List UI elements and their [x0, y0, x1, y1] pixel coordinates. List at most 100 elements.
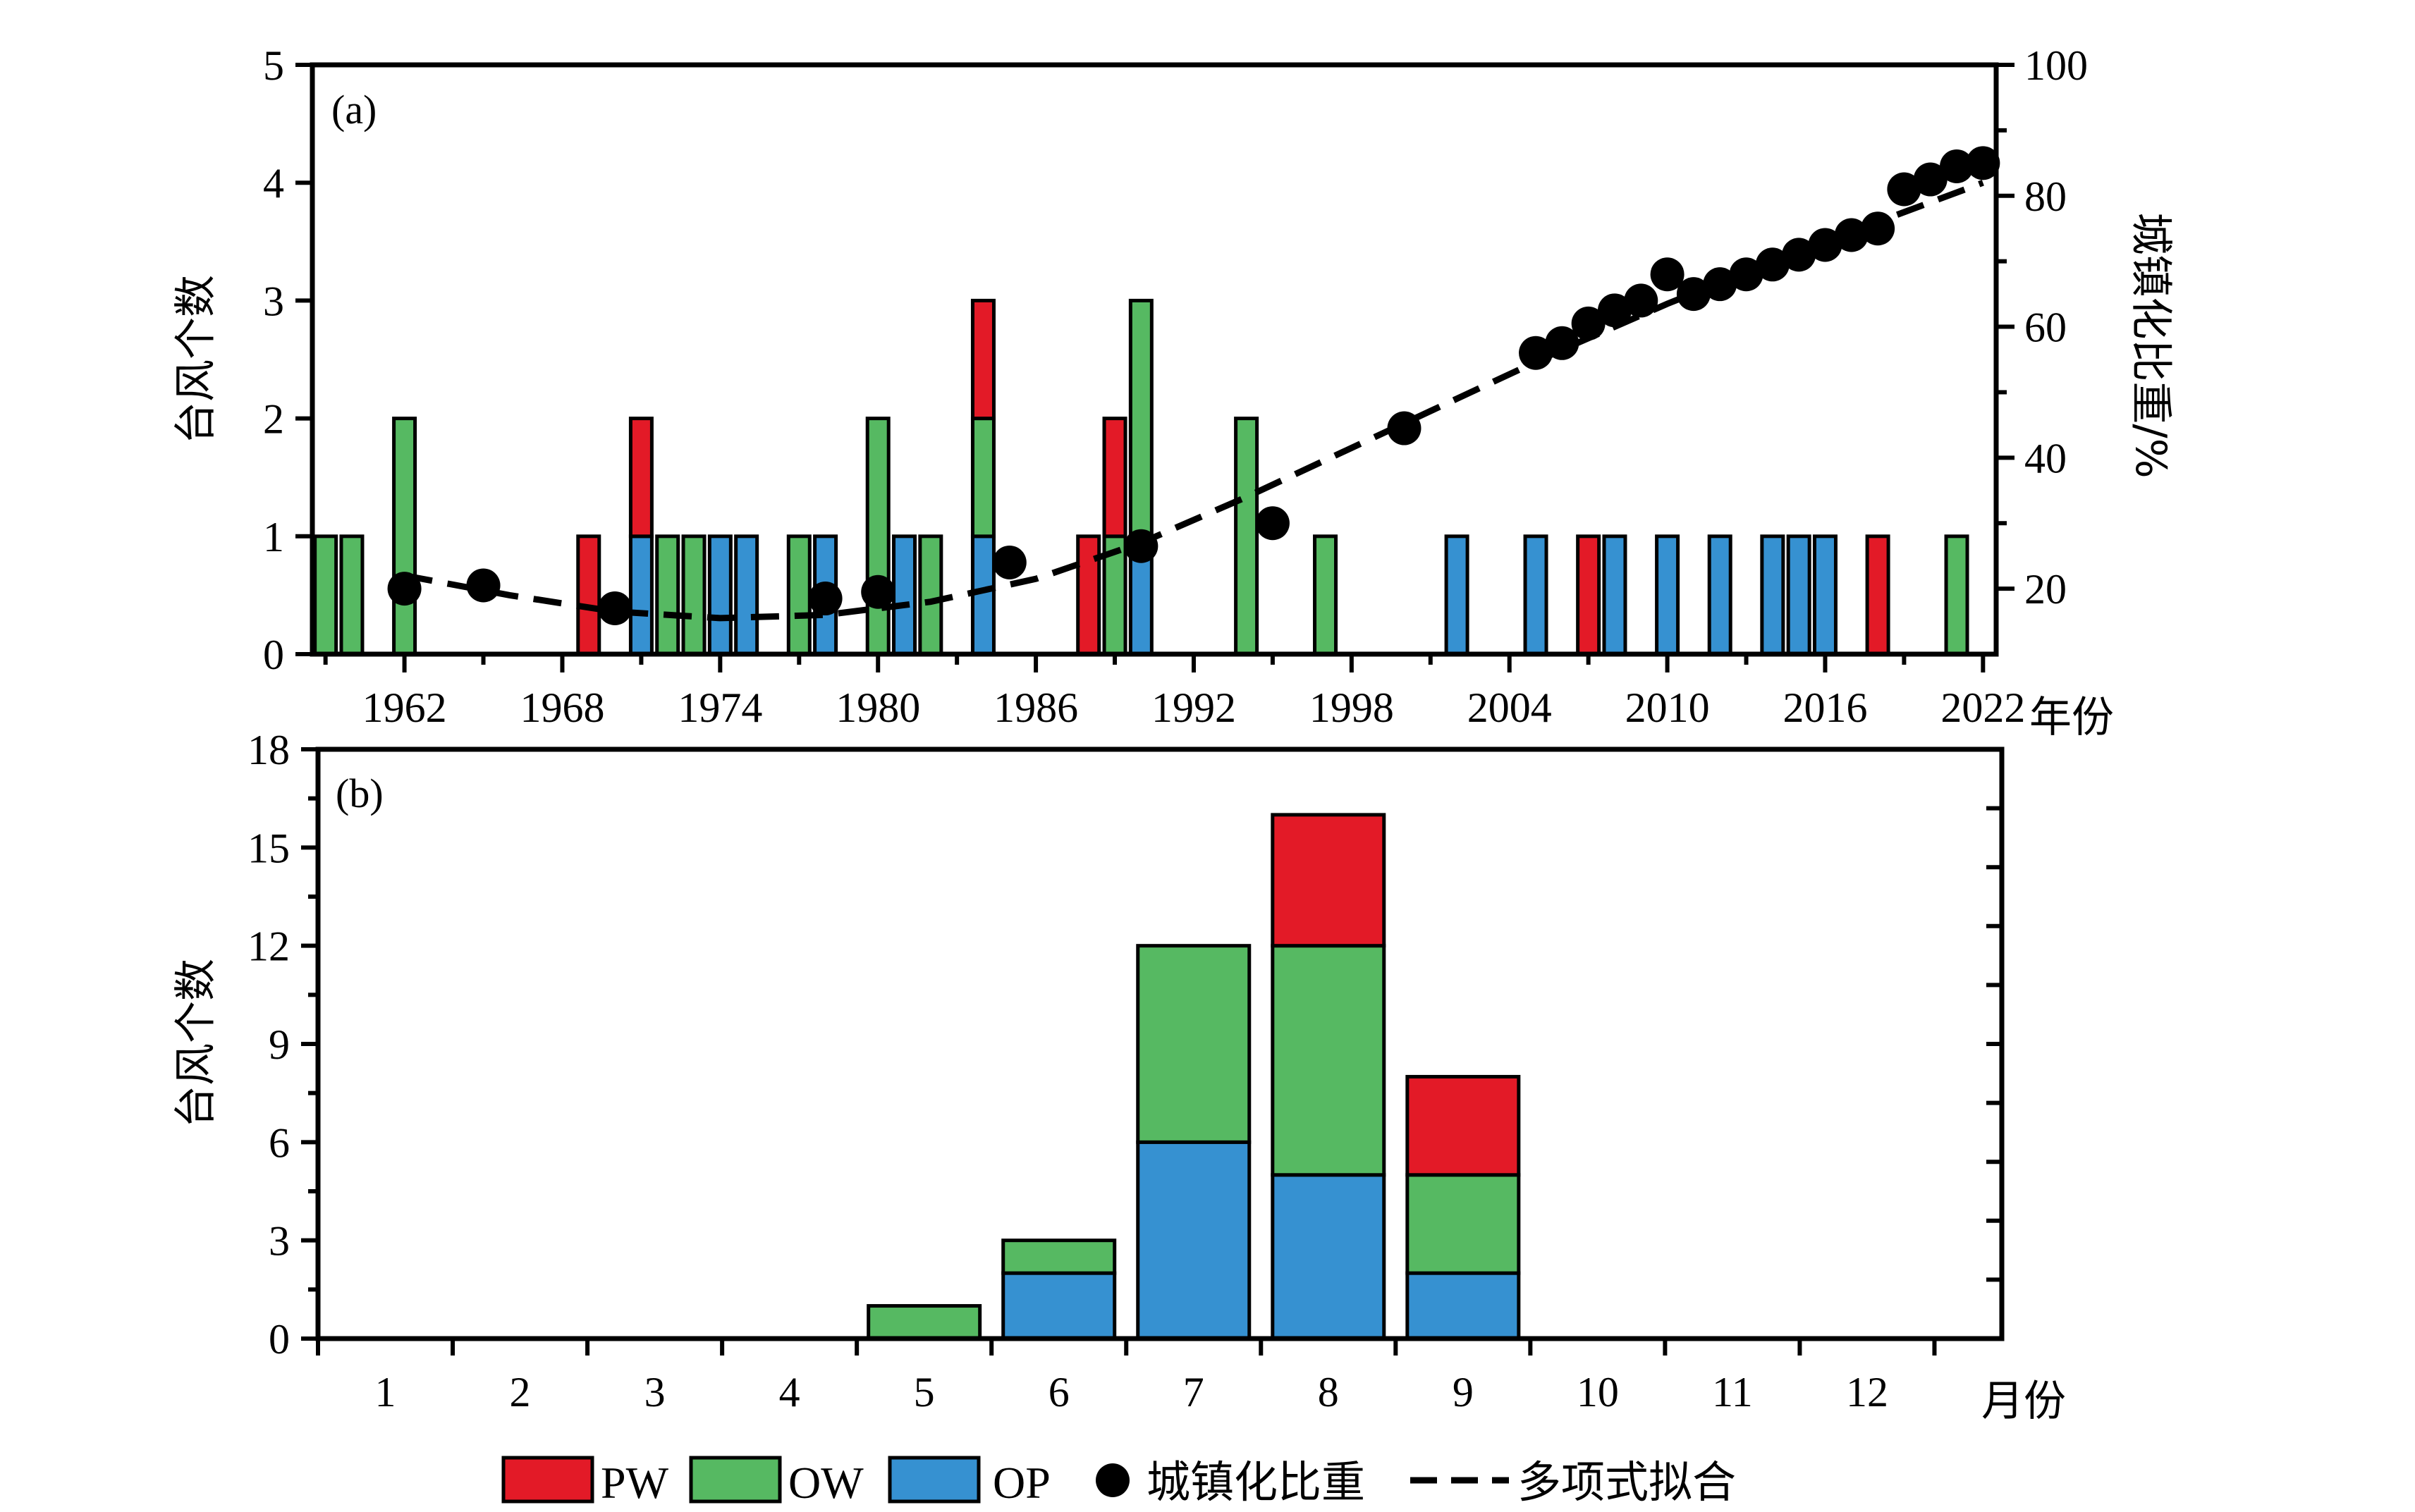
urbanization-point-2022 [1966, 146, 2000, 180]
y2-tick-label-100: 100 [2024, 42, 2088, 89]
y-tick-label-0: 0 [263, 632, 284, 678]
bar-op-1974 [707, 534, 733, 656]
legend-pw-swatch [501, 1456, 594, 1504]
b-x-tick-label-8: 8 [1318, 1369, 1339, 1415]
bar-op-2008 [1602, 534, 1627, 656]
b-x-tick-label-5: 5 [914, 1369, 935, 1415]
urbanization-point-2010 [1650, 257, 1685, 292]
urbanization-point-2013 [1729, 257, 1763, 292]
bar-ow-1973 [681, 534, 707, 656]
bar-op-month-9 [1405, 1271, 1521, 1341]
bar-op-2014 [1760, 534, 1785, 656]
bar-op-2010 [1655, 534, 1680, 656]
bar-op-2005 [1523, 534, 1548, 656]
y2-tick-label-60: 60 [2024, 305, 2067, 351]
b-x-tick-label-1: 1 [375, 1369, 396, 1415]
b-y-tick-label-6: 6 [269, 1119, 290, 1166]
bar-pw-2007 [1576, 534, 1601, 656]
bar-ow-2021 [1944, 534, 1969, 656]
bar-pw-2018 [1865, 534, 1890, 656]
x-tick-label-1968: 1968 [520, 684, 604, 731]
bar-op-2012 [1707, 534, 1732, 656]
panel-a-y2-axis-label: 城镇化比重/% [2126, 212, 2175, 478]
x-tick-label-2010: 2010 [1625, 684, 1710, 731]
b-x-tick-label-9: 9 [1453, 1369, 1474, 1415]
bar-ow-1977 [786, 534, 812, 656]
y-tick-label-3: 3 [263, 278, 284, 324]
b-y-tick-label-18: 18 [247, 727, 290, 773]
panel-b-left-axis: 0 3 6 9 12 15 18 [247, 727, 318, 1363]
panel-a-y-axis-label: 台风个数 [171, 275, 221, 444]
legend-urbanization-marker [1096, 1463, 1130, 1497]
bar-ow-month-7 [1136, 944, 1252, 1144]
x-tick-label-2022: 2022 [1940, 684, 2025, 731]
x-tick-label-1980: 1980 [836, 684, 920, 731]
urbanization-point-2009 [1624, 283, 1658, 318]
panel-a-x-axis-label: 年份 [2029, 693, 2114, 742]
urbanization-point-2015 [1782, 238, 1816, 272]
bar-op-month-7 [1136, 1140, 1252, 1341]
panel-a-bars [313, 298, 1969, 656]
bar-pw-month-9 [1405, 1074, 1521, 1177]
b-y-tick-label-3: 3 [269, 1218, 290, 1265]
urbanization-point-2005 [1519, 336, 1553, 370]
urbanization-point-1978 [808, 582, 843, 616]
b-y-tick-label-15: 15 [247, 825, 290, 871]
urbanization-point-2008 [1597, 293, 1632, 328]
urbanization-point-2017 [1834, 218, 1869, 252]
b-x-tick-label-2: 2 [510, 1369, 531, 1415]
panel-b-right-axis [1986, 747, 2002, 1341]
panel-b-label: (b) [336, 770, 384, 816]
b-x-tick-label-3: 3 [644, 1369, 666, 1415]
x-tick-label-2004: 2004 [1467, 684, 1552, 731]
b-x-tick-label-7: 7 [1183, 1369, 1204, 1415]
urbanization-point-1995 [1255, 506, 1290, 541]
urbanization-point-2006 [1545, 326, 1579, 360]
urbanization-points [387, 146, 2000, 625]
b-x-tick-label-11: 11 [1712, 1369, 1753, 1415]
bar-op-2016 [1812, 534, 1838, 656]
urbanization-point-2021 [1940, 149, 1974, 183]
bar-pw-month-8 [1271, 813, 1386, 948]
panel-a-x-axis: 1962 1968 1974 1980 1986 1992 1998 2004 2010 2016… [323, 654, 2025, 731]
bar-op-1975 [734, 534, 759, 656]
urbanization-point-1970 [598, 591, 632, 625]
bar-pw-1984 [970, 298, 996, 421]
y-tick-label-1: 1 [263, 514, 284, 560]
urbanization-point-1985 [992, 545, 1027, 579]
legend-ow-label: OW [788, 1458, 864, 1508]
bar-op-month-6 [1001, 1271, 1117, 1341]
bar-op-month-8 [1271, 1173, 1386, 1341]
bar-ow-1959 [313, 534, 338, 656]
bar-op-1971 [628, 534, 654, 656]
urbanization-point-2012 [1703, 267, 1737, 302]
y2-tick-label-80: 80 [2024, 173, 2067, 220]
bar-ow-1984 [970, 417, 996, 539]
x-tick-label-1998: 1998 [1309, 684, 1394, 731]
panel-b-x-axis: 1 2 3 4 5 6 7 8 9 10 11 12 [316, 1339, 1937, 1415]
b-y-tick-label-9: 9 [269, 1021, 290, 1068]
bar-pw-1971 [628, 417, 654, 539]
legend-ow-swatch [689, 1456, 782, 1504]
b-x-tick-label-10: 10 [1577, 1369, 1619, 1415]
urbanization-point-2011 [1676, 277, 1711, 312]
bar-ow-1994 [1234, 417, 1259, 656]
urbanization-point-2014 [1755, 247, 1790, 282]
bar-ow-1960 [339, 534, 365, 656]
bar-ow-1972 [655, 534, 680, 656]
bar-pw-1989 [1102, 417, 1127, 539]
legend-urbanization-label: 城镇化比重 [1147, 1456, 1365, 1508]
bar-op-1984 [970, 534, 996, 656]
panel-a-label: (a) [331, 87, 377, 133]
bar-ow-1982 [918, 534, 943, 656]
bar-pw-1969 [576, 534, 601, 656]
bar-ow-1990 [1128, 298, 1154, 539]
bar-ow-month-6 [1001, 1239, 1117, 1275]
x-tick-label-1992: 1992 [1151, 684, 1236, 731]
y-tick-label-2: 2 [263, 396, 284, 443]
urbanization-point-1965 [466, 568, 501, 603]
panel-b-x-axis-label: 月份 [1981, 1377, 2066, 1426]
urbanization-point-2018 [1861, 211, 1895, 246]
legend-pw-label: PW [601, 1458, 669, 1508]
